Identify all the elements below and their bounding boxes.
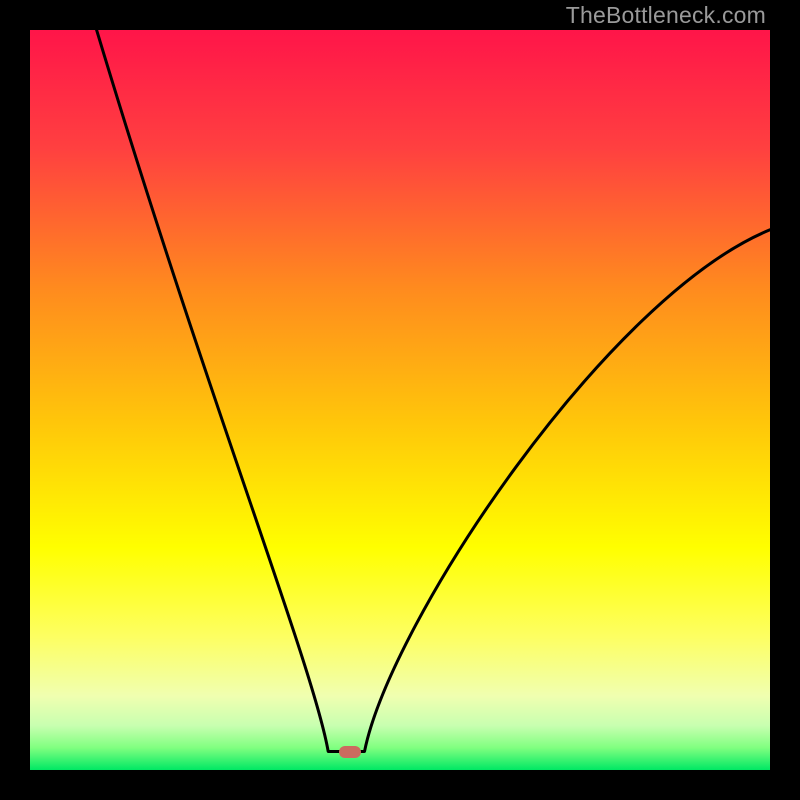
bottleneck-curve [97,30,770,752]
plot-area [30,30,770,770]
minimum-marker [339,746,361,758]
watermark-text: TheBottleneck.com [566,2,766,29]
curve-svg [30,30,770,770]
